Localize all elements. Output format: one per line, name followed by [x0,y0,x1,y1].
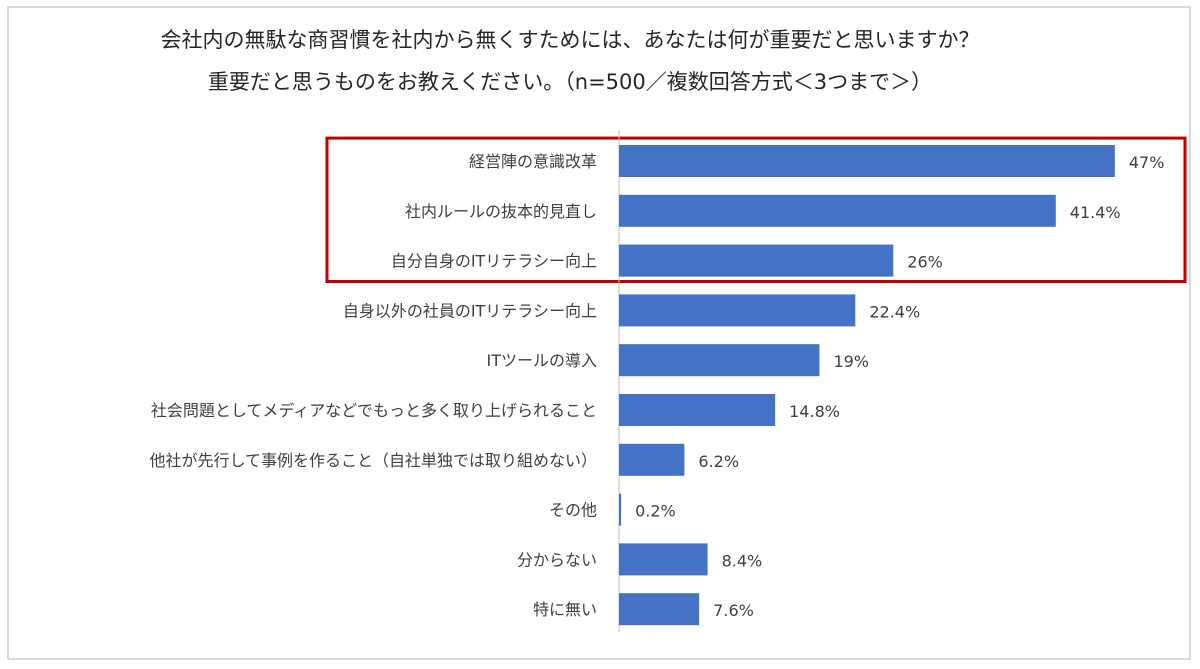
category-label: 社内ルールの抜本的見直し [405,202,597,221]
category-label: その他 [549,501,597,520]
category-label: ITツールの導入 [487,351,598,370]
value-label: 41.4% [1070,203,1121,222]
category-label: 特に無い [533,600,597,619]
bar [619,294,856,327]
value-label: 0.2% [635,502,676,521]
bar [619,593,700,626]
value-label: 22.4% [869,302,920,321]
value-label: 14.8% [789,402,840,421]
bar [619,344,820,377]
category-label: 社会問題としてメディアなどでもっと多く取り上げられること [151,401,597,420]
value-label: 47% [1129,153,1165,172]
value-label: 7.6% [713,601,754,620]
chart-title-line2: 重要だと思うものをお教えください。（n=500／複数回答方式＜3つまで＞） [207,70,933,94]
chart-title-line1: 会社内の無駄な商習慣を社内から無くすためには、あなたは何が重要だと思いますか？ [160,28,980,52]
category-label: 分からない [517,550,597,569]
category-label: 他社が先行して事例を作ること（自社単独では取り組めない） [149,451,597,470]
bar [619,145,1115,177]
category-label: 自分自身のITリテラシー向上 [391,252,597,271]
value-label: 26% [907,253,943,272]
bar [619,194,1056,227]
bar [619,443,685,476]
value-label: 8.4% [722,551,763,570]
category-label: 自身以外の社員のITリテラシー向上 [343,301,597,320]
value-label: 19% [833,352,869,371]
bar [619,543,708,576]
highlight-box [325,136,1187,283]
bar [619,493,622,526]
value-label: 6.2% [698,452,739,471]
bar [619,394,776,426]
bar [619,244,894,277]
category-label: 経営陣の意識改革 [469,152,597,171]
chart-frame [7,6,1191,660]
